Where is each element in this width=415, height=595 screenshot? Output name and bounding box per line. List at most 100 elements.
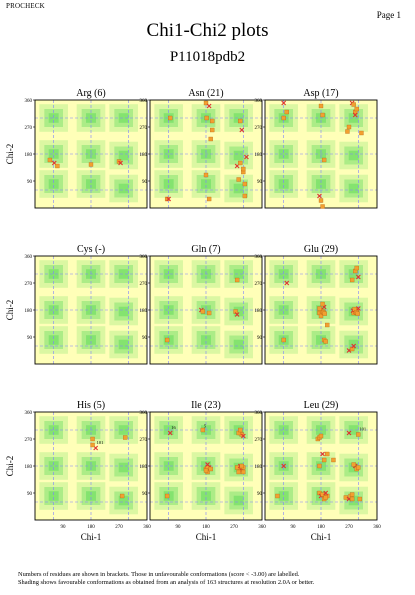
panel-title: Leu (29) [304,400,339,411]
x-tick-label: 360 [143,525,151,530]
shading-block [118,150,129,161]
panel-title: His (5) [77,400,105,411]
shading-block [86,491,96,501]
shading-block [48,305,59,315]
y-tick-label: 270 [255,126,263,131]
shading-block [233,269,244,279]
x-tick-label: 90 [61,525,67,530]
y-tick-label: 360 [255,411,263,416]
data-point [349,277,355,283]
data-point [200,427,206,433]
data-point [90,436,95,442]
data-point [349,492,355,497]
data-point [281,337,286,343]
data-point [241,166,246,172]
x-tick-label: 180 [317,525,325,530]
panel-0: 90 180 270 360 Arg (6) Chi-2 [5,88,148,209]
data-point [236,177,241,182]
data-point [168,115,173,121]
y-tick-label: 90 [257,336,263,341]
x-tick-label: 90 [291,525,297,530]
y-tick-label: 270 [25,438,33,443]
data-point [346,430,352,436]
shading-block [201,335,211,345]
shading-block [163,461,174,471]
y-tick-label: 90 [142,180,148,185]
data-point [356,465,361,470]
y-tick-label: 180 [140,465,148,470]
x-tick-label: 270 [345,525,353,530]
y-tick-label: 360 [140,99,148,104]
favourable-shading [39,416,138,515]
y-tick-label: 90 [257,492,263,497]
data-point [123,435,128,440]
data-point [167,430,173,436]
y-tick-label: 270 [255,438,263,443]
data-point [206,103,212,109]
data-point [317,463,322,469]
data-point [317,193,322,199]
data-point [325,451,330,457]
panel-4: 90 180 270 360 Gln (7) [140,244,263,365]
y-tick-label: 180 [255,465,263,470]
favourable-shading [154,260,253,359]
y-tick-label: 270 [140,126,148,131]
data-point [320,204,325,209]
y-tick-label: 270 [255,282,263,287]
data-point [203,100,209,106]
panel-6: 90 180 270 360 90 180 270 360 His (5) Chi-1 Chi-2 1… [5,400,151,542]
data-point [236,469,241,475]
shading-block [118,183,129,194]
favourable-shading [39,104,138,203]
data-point [351,462,356,467]
x-tick-label: 360 [258,525,266,530]
y-tick-label: 360 [140,255,148,260]
data-point [210,127,215,133]
y-tick-label: 360 [255,255,263,260]
data-point [239,463,244,469]
data-point [351,102,356,107]
y-tick-label: 270 [140,438,148,443]
y-tick-label: 360 [25,255,33,260]
shading-block [118,269,129,279]
y-tick-label: 90 [27,180,33,185]
data-point [234,312,240,317]
shading-block [278,491,289,501]
shading-block [278,179,289,189]
data-point [238,427,243,433]
data-point [164,337,170,343]
panel-2: 90 180 270 360 Asp (17) [255,88,378,209]
data-point [354,265,359,271]
data-point [281,100,287,106]
data-point [242,181,248,187]
data-point [206,196,212,202]
y-tick-label: 90 [257,180,263,185]
data-point [88,162,94,167]
y-tick-label: 360 [140,411,148,416]
data-point [244,154,249,160]
chi1-chi2-plot-grid: 90 180 270 360 Arg (6) Chi-2 90 180 270 360 Asn (2… [5,88,381,542]
y-tick-label: 180 [140,153,148,158]
shading-block [348,183,359,194]
program-name: PROCHECK [6,2,45,10]
page-number: Page 1 [376,10,401,20]
shading-block [233,306,244,317]
shading-block [118,339,129,350]
x-axis-label: Chi-1 [196,532,217,542]
data-point [351,343,357,349]
shading-block [118,425,129,435]
shading-block [118,306,129,317]
shading-block [278,149,289,159]
y-tick-label: 180 [255,309,263,314]
residue-label: 101 [359,427,366,432]
data-point [349,496,355,502]
shading-block [48,491,59,501]
x-tick-label: 180 [87,525,95,530]
data-point [234,277,240,283]
data-point [284,109,289,115]
y-axis-label: Chi-2 [5,300,15,321]
y-tick-label: 360 [25,99,33,104]
footer-notes: Numbers of residues are shown in bracket… [18,571,408,587]
y-tick-label: 270 [25,282,33,287]
data-point [210,118,215,124]
